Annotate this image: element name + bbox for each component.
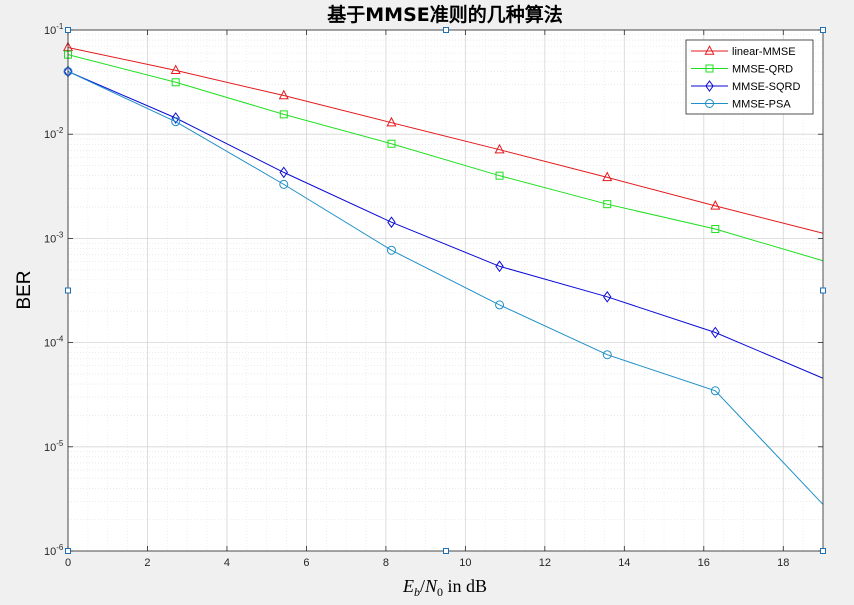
- series-line: [67, 46, 824, 234]
- y-tick-label: 10-5: [44, 439, 64, 454]
- data-point: [278, 89, 289, 100]
- series-mmse-qrd: [64, 50, 824, 262]
- data-point: [602, 171, 613, 182]
- x-tick-label: 8: [383, 557, 389, 569]
- legend-entry: MMSE-SQRD: [732, 81, 801, 93]
- data-point: [279, 179, 289, 189]
- resize-handle[interactable]: [820, 548, 826, 554]
- data-point: [170, 64, 181, 75]
- resize-handle[interactable]: [65, 548, 71, 554]
- data-point: [387, 216, 396, 229]
- y-tick-label: 10-2: [44, 126, 64, 141]
- data-point: [279, 110, 288, 119]
- x-axis-label-b: b: [414, 585, 420, 599]
- data-point: [603, 200, 612, 209]
- legend-box[interactable]: [685, 39, 814, 115]
- resize-handle[interactable]: [820, 287, 826, 294]
- x-tick-label: 4: [224, 557, 230, 569]
- series-line: [67, 71, 824, 379]
- data-point: [386, 245, 396, 255]
- data-point: [603, 290, 612, 303]
- resize-handle[interactable]: [820, 27, 826, 33]
- series-layer: [62, 41, 824, 505]
- data-point: [494, 143, 505, 154]
- x-tick-label: 6: [303, 557, 309, 569]
- resize-handle[interactable]: [443, 548, 449, 554]
- resize-handle[interactable]: [65, 287, 71, 294]
- y-axis-label: BER: [14, 270, 35, 309]
- x-axis-label-e: E: [402, 576, 414, 596]
- series-linear-mmse: [62, 41, 824, 234]
- resize-handle[interactable]: [65, 27, 71, 33]
- data-point: [711, 225, 720, 234]
- x-tick-label: 0: [65, 557, 71, 569]
- x-tick-label: 14: [618, 557, 630, 569]
- x-axis-label-n: N: [424, 576, 438, 596]
- resize-handle[interactable]: [443, 27, 449, 33]
- legend-marker-icon: [705, 80, 714, 92]
- data-point: [386, 116, 397, 127]
- x-axis-label-slash: /: [420, 576, 425, 596]
- data-point: [171, 112, 180, 124]
- data-point: [171, 117, 181, 127]
- x-axis-label: Eb/N0 in dB: [402, 576, 487, 599]
- x-tick-label: 12: [539, 557, 551, 569]
- y-tick-label: 10-3: [44, 230, 64, 245]
- y-tick-label: 10-6: [44, 543, 64, 558]
- legend[interactable]: linear-MMSE MMSE-QRD MMSE-SQRD MMSE-PSA: [685, 39, 814, 115]
- legend-entry: linear-MMSE: [732, 46, 796, 58]
- data-point: [171, 78, 180, 87]
- series-mmse-sqrd: [63, 65, 824, 379]
- series-line: [67, 54, 824, 262]
- data-point: [279, 166, 288, 179]
- data-point: [710, 386, 720, 396]
- x-tick-label: 18: [777, 557, 789, 569]
- legend-entry: MMSE-PSA: [732, 99, 791, 111]
- y-tick-label: 10-4: [44, 335, 64, 350]
- x-tick-label: 2: [144, 557, 150, 569]
- data-point: [495, 300, 505, 310]
- x-axis-label-rest: in dB: [443, 576, 487, 596]
- plot-area: [68, 30, 823, 551]
- y-tick-label: 10-1: [44, 22, 64, 37]
- x-axis-label-zero: 0: [437, 585, 443, 599]
- legend-entry: MMSE-QRD: [732, 64, 793, 76]
- legend-marker-icon: [705, 99, 714, 108]
- data-point: [711, 326, 720, 339]
- data-point: [710, 200, 721, 210]
- selection-handles[interactable]: [65, 27, 826, 554]
- data-point: [495, 171, 504, 180]
- legend-marker-icon: [705, 64, 714, 73]
- data-point: [495, 260, 504, 273]
- series-line: [67, 71, 824, 505]
- data-point: [387, 139, 396, 148]
- chart-title: 基于MMSE准则的几种算法: [326, 3, 562, 26]
- x-tick-label: 16: [698, 557, 710, 569]
- data-point: [602, 350, 612, 360]
- x-tick-label: 10: [459, 557, 471, 569]
- legend-marker-icon: [704, 45, 715, 55]
